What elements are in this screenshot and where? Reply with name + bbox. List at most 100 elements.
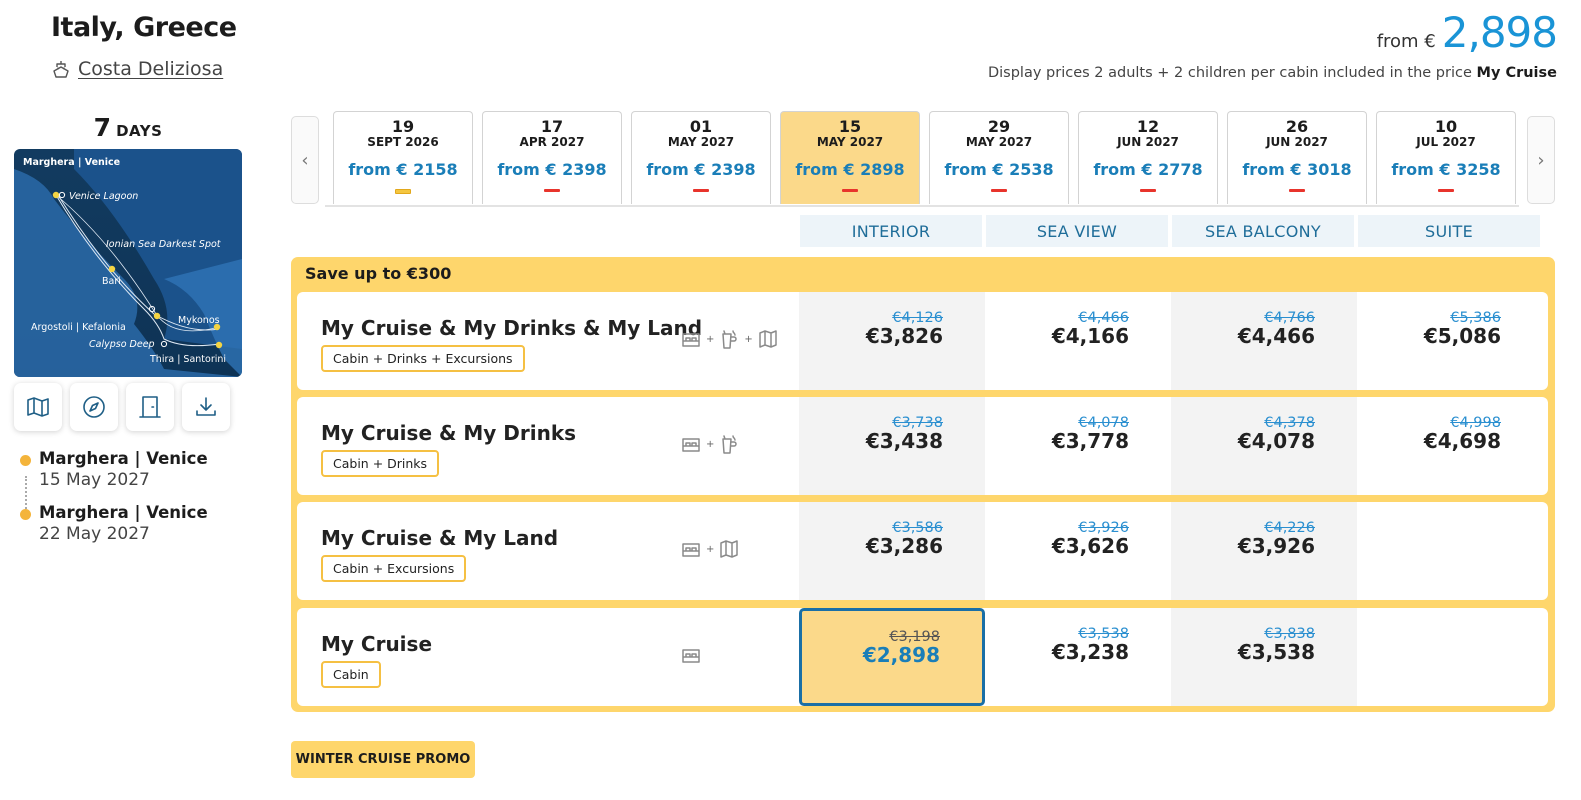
route-map[interactable]: Marghera | Venice Venice Lagoon Ionian S… <box>14 149 242 377</box>
winter-promo-badge[interactable]: WINTER CRUISE PROMO <box>291 741 475 778</box>
package-row: My Cruise & My Drinks & My Land Cabin + D… <box>297 292 1548 390</box>
dates-prev-button[interactable]: ‹ <box>291 116 319 204</box>
port-dot <box>20 455 31 466</box>
package-tag: Cabin <box>321 661 381 688</box>
original-price: €5,386 <box>1450 310 1501 326</box>
price-cell-interior[interactable]: €4,126 €3,826 <box>799 292 985 390</box>
price-cell-sea-balcony[interactable]: €4,766 €4,466 <box>1171 292 1357 390</box>
date-month: APR 2027 <box>519 135 585 149</box>
map-label-argostoli: Argostoli | Kefalonia <box>31 322 126 333</box>
map-label-thira: Thira | Santorini <box>149 354 226 365</box>
date-option[interactable]: 26 JUN 2027 from € 3018 <box>1227 111 1367 204</box>
map-icon <box>759 330 777 348</box>
plus-sign: + <box>706 438 715 450</box>
availability-bar <box>1140 189 1156 192</box>
map-view-button[interactable] <box>14 383 62 431</box>
price-cell-sea-view[interactable]: €3,538 €3,238 <box>985 608 1171 706</box>
date-month: JUN 2027 <box>1117 135 1179 149</box>
ship-link[interactable]: Costa Deliziosa <box>52 58 223 80</box>
discounted-price: €4,166 <box>1051 324 1129 348</box>
bed-icon <box>682 649 700 663</box>
price-cell-sea-balcony[interactable]: €4,378 €4,078 <box>1171 397 1357 495</box>
date-option[interactable]: 12 JUN 2027 from € 2778 <box>1078 111 1218 204</box>
date-from-price: from € 3258 <box>1391 160 1501 179</box>
port-date: 15 May 2027 <box>39 470 150 490</box>
date-month: SEPT 2026 <box>367 135 439 149</box>
price-cell-interior[interactable]: €3,738 €3,438 <box>799 397 985 495</box>
discounted-price: €3,626 <box>1051 534 1129 558</box>
map-label-mykonos: Mykonos <box>178 315 220 326</box>
days-number: 7 <box>93 113 111 142</box>
price-cell-sea-view[interactable]: €4,466 €4,166 <box>985 292 1171 390</box>
dates-next-button[interactable]: › <box>1527 116 1555 204</box>
date-from-price: from € 2398 <box>497 160 607 179</box>
price-cell-suite <box>1357 502 1543 600</box>
price-cell-interior[interactable]: €3,586 €3,286 <box>799 502 985 600</box>
availability-bar <box>991 189 1007 192</box>
date-option[interactable]: 15 MAY 2027 from € 2898 <box>780 111 920 204</box>
chevron-left-icon: ‹ <box>301 149 309 171</box>
price-cell-suite[interactable]: €5,386 €5,086 <box>1357 292 1543 390</box>
door-button[interactable] <box>126 383 174 431</box>
dates-baseline <box>325 205 1519 207</box>
price-cell-sea-balcony[interactable]: €4,226 €3,926 <box>1171 502 1357 600</box>
bed-icon <box>682 333 700 347</box>
date-month: JUN 2027 <box>1266 135 1328 149</box>
ship-name[interactable]: Costa Deliziosa <box>78 58 224 80</box>
date-option[interactable]: 17 APR 2027 from € 2398 <box>482 111 622 204</box>
date-day: 26 <box>1285 117 1309 136</box>
date-from-price: from € 2538 <box>944 160 1054 179</box>
bed-icon <box>682 543 700 557</box>
availability-bar <box>693 189 709 192</box>
compass-button[interactable] <box>70 383 118 431</box>
map-tools <box>14 383 230 431</box>
bed-icon <box>682 438 700 452</box>
original-price: €4,226 <box>1264 520 1315 536</box>
date-option[interactable]: 10 JUL 2027 from € 3258 <box>1376 111 1516 204</box>
plus-sign: + <box>744 333 753 345</box>
price-cell-suite[interactable]: €4,998 €4,698 <box>1357 397 1543 495</box>
map-icon <box>27 397 49 417</box>
date-day: 10 <box>1434 117 1458 136</box>
from-price-value: 2,898 <box>1441 8 1558 57</box>
price-cell-interior[interactable]: €3,198 €2,898 <box>799 608 985 706</box>
compass-icon <box>83 396 105 418</box>
itinerary-connector <box>25 476 27 512</box>
date-option[interactable]: 01 MAY 2027 from € 2398 <box>631 111 771 204</box>
package-tag: Cabin + Drinks + Excursions <box>321 345 525 372</box>
map-label-dark-spot: Ionian Sea Darkest Spot <box>106 239 222 250</box>
date-option[interactable]: 29 MAY 2027 from € 2538 <box>929 111 1069 204</box>
original-price: €3,586 <box>892 520 943 536</box>
door-icon <box>139 396 161 418</box>
map-label-lagoon: Venice Lagoon <box>69 191 138 202</box>
package-row: My Cruise & My Land Cabin + Excursions + €3… <box>297 502 1548 600</box>
package-icons: + <box>680 538 740 560</box>
package-name: My Cruise & My Land <box>321 526 559 550</box>
date-from-price: from € 2398 <box>646 160 756 179</box>
days-label: DAYS <box>116 122 163 140</box>
discounted-price: €3,238 <box>1051 640 1129 664</box>
package-row: My Cruise & My Drinks Cabin + Drinks + €3,7… <box>297 397 1548 495</box>
original-price: €4,378 <box>1264 415 1315 431</box>
from-label: from € <box>1376 31 1436 52</box>
price-cell-sea-view[interactable]: €3,926 €3,626 <box>985 502 1171 600</box>
date-day: 12 <box>1136 117 1160 136</box>
chevron-right-icon: › <box>1537 149 1545 171</box>
original-price: €3,926 <box>1078 520 1129 536</box>
ship-icon <box>53 61 69 78</box>
date-from-price: from € 3018 <box>1242 160 1352 179</box>
date-day: 19 <box>391 117 415 136</box>
price-cell-sea-balcony[interactable]: €3,838 €3,538 <box>1171 608 1357 706</box>
package-name: My Cruise <box>321 632 433 656</box>
date-option[interactable]: 19 SEPT 2026 from € 2158 <box>333 111 473 204</box>
availability-bar <box>1438 189 1454 192</box>
date-from-price: from € 2778 <box>1093 160 1203 179</box>
discounted-price: €3,286 <box>865 534 943 558</box>
date-day: 17 <box>540 117 564 136</box>
discounted-price: €2,898 <box>862 643 940 667</box>
discounted-price: €3,438 <box>865 429 943 453</box>
map-label-start: Marghera | Venice <box>23 157 120 168</box>
original-price: €4,766 <box>1264 310 1315 326</box>
price-cell-sea-view[interactable]: €4,078 €3,778 <box>985 397 1171 495</box>
download-button[interactable] <box>182 383 230 431</box>
